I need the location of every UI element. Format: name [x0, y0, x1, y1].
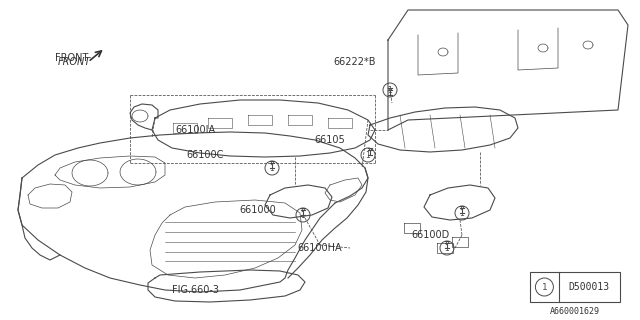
- Text: 1: 1: [269, 164, 275, 172]
- Text: A660001629: A660001629: [550, 308, 600, 316]
- Text: 66100C: 66100C: [186, 150, 224, 160]
- Text: 1: 1: [388, 85, 392, 94]
- Text: 661000: 661000: [239, 205, 276, 215]
- Text: 66100D: 66100D: [411, 230, 449, 240]
- Text: 66100IA: 66100IA: [175, 125, 215, 135]
- Text: 66105: 66105: [315, 135, 346, 145]
- Bar: [530, 272, 620, 302]
- Text: FIG.660-3: FIG.660-3: [172, 285, 218, 295]
- Text: D500013: D500013: [569, 282, 610, 292]
- Text: 66222*B: 66222*B: [333, 57, 376, 67]
- Text: 66100HA: 66100HA: [298, 243, 342, 253]
- Text: 1: 1: [445, 244, 449, 252]
- Text: FRONT: FRONT: [58, 57, 92, 67]
- Text: FRONT: FRONT: [55, 53, 89, 63]
- Text: 1: 1: [365, 150, 371, 159]
- Text: 1: 1: [301, 211, 305, 220]
- Text: 1: 1: [460, 209, 465, 218]
- Text: 1: 1: [541, 283, 547, 292]
